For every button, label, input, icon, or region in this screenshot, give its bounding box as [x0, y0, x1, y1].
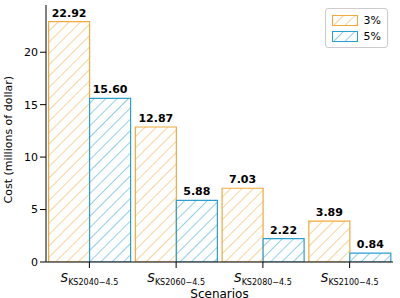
svg-text:0: 0 [31, 256, 38, 269]
svg-text:5.88: 5.88 [183, 185, 210, 198]
html-text:3%: 3% [363, 13, 381, 27]
svg-text:22.92: 22.92 [52, 7, 87, 20]
svg-text:Scenarios: Scenarios [190, 287, 248, 298]
svg-text:15: 15 [24, 99, 38, 112]
svg-text:12.87: 12.87 [138, 112, 173, 125]
svg-text:5: 5 [31, 203, 38, 216]
svg-text:3.89: 3.89 [316, 206, 343, 219]
svg-text:10: 10 [24, 151, 38, 164]
svg-text:SKS2060−4.5: SKS2060−4.5 [147, 271, 205, 287]
svg-text:7.03: 7.03 [229, 173, 256, 186]
svg-text:0.84: 0.84 [357, 238, 384, 251]
svg-text:2.22: 2.22 [270, 224, 297, 237]
svg-text:15.60: 15.60 [93, 83, 128, 96]
svg-text:20: 20 [24, 46, 38, 59]
svg-text:Cost (millions of dollar): Cost (millions of dollar) [8, 76, 15, 204]
svg-text:SKS2040−4.5: SKS2040−4.5 [61, 271, 119, 287]
svg-text:SKS2100−4.5: SKS2100−4.5 [321, 271, 379, 287]
svg-text:SKS2080−4.5: SKS2080−4.5 [234, 271, 292, 287]
html-text:5%: 5% [363, 29, 381, 43]
